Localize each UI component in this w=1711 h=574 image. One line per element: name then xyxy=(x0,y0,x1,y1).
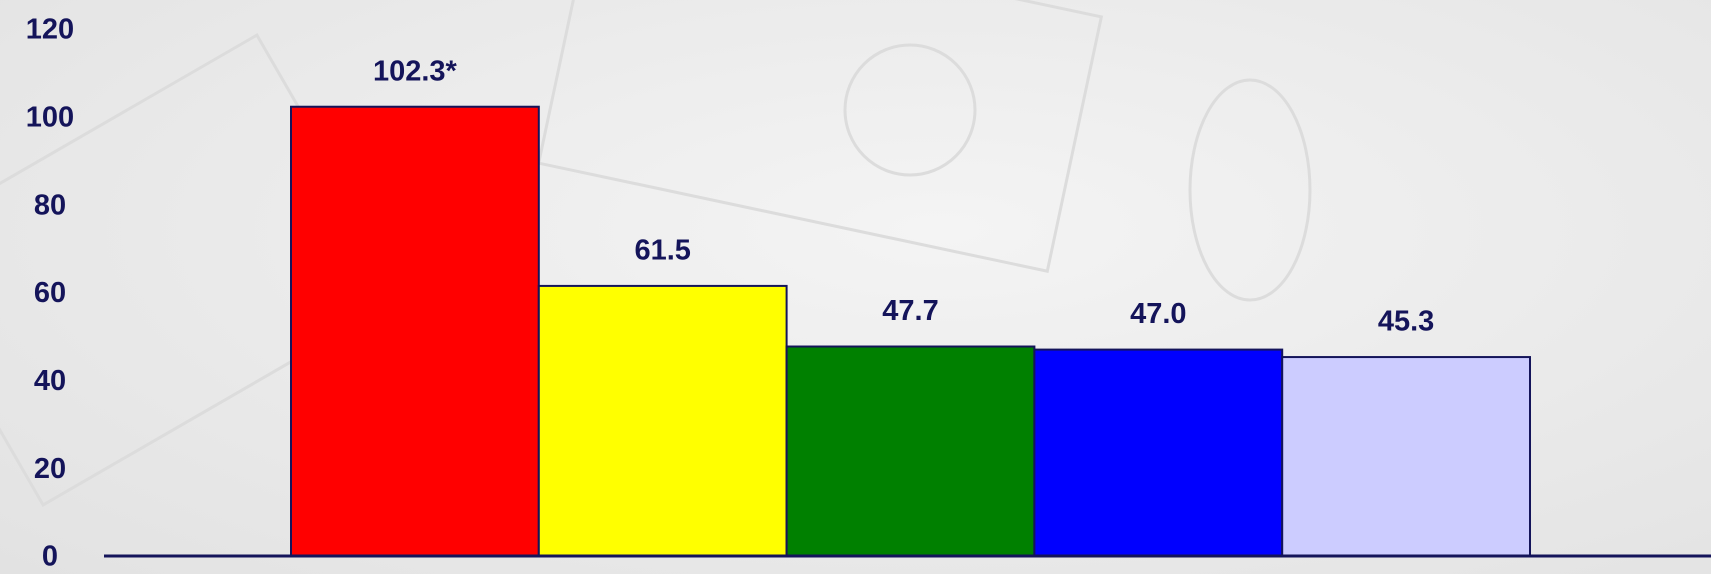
y-tick-label: 20 xyxy=(34,453,66,485)
value-label: 61.5 xyxy=(634,235,690,267)
bar xyxy=(537,284,788,557)
bar xyxy=(1281,356,1531,557)
value-label: 45.3 xyxy=(1378,306,1434,338)
value-label: 47.0 xyxy=(1130,298,1186,330)
bar xyxy=(785,345,1036,557)
bar xyxy=(290,105,540,557)
y-tick-label: 0 xyxy=(42,541,58,573)
bar xyxy=(1033,348,1284,558)
value-label: 102.3* xyxy=(373,55,458,87)
y-tick-label: 100 xyxy=(26,101,74,133)
y-tick-label: 120 xyxy=(26,14,74,46)
y-tick-label: 60 xyxy=(34,277,66,309)
y-tick-label: 80 xyxy=(34,189,66,221)
value-label: 47.7 xyxy=(882,295,938,327)
y-tick-label: 40 xyxy=(34,365,66,397)
